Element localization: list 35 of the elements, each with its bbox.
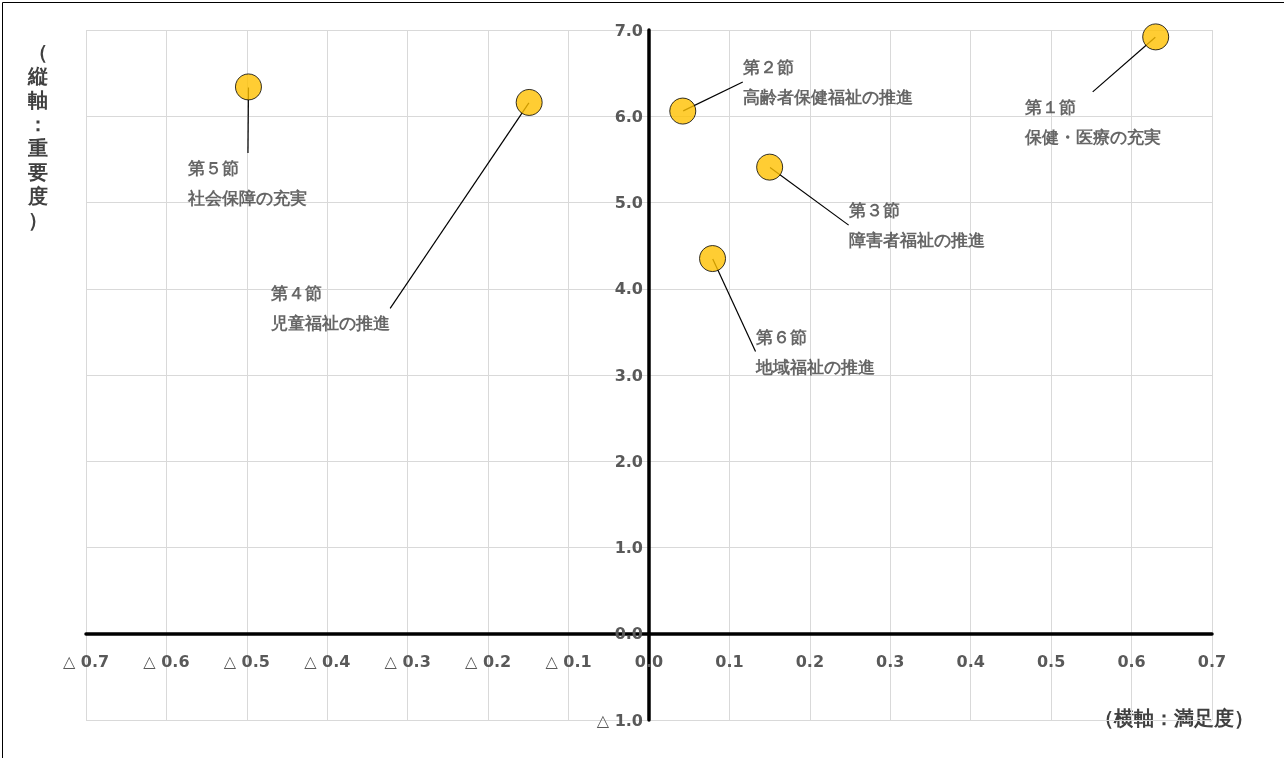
x-tick-label: 0.6 bbox=[1117, 652, 1146, 672]
annotation: 第１節保健・医療の充実 bbox=[1023, 96, 1161, 147]
x-tick-label: 0.7 bbox=[1197, 652, 1227, 672]
x-tick-label: △ 0.7 bbox=[62, 652, 110, 672]
y-tick-label: 3.0 bbox=[614, 365, 643, 385]
x-tick-label: △ 0.3 bbox=[384, 652, 431, 672]
x-tick-label: 0.1 bbox=[715, 652, 744, 672]
point bbox=[515, 88, 543, 116]
x-tick-label: 0.3 bbox=[876, 652, 905, 672]
point bbox=[756, 153, 784, 181]
x-tick-label: △ 0.2 bbox=[465, 652, 512, 672]
point bbox=[669, 97, 697, 125]
y-tick-label: 4.0 bbox=[614, 279, 643, 299]
y-tick-label: △ 1.0 bbox=[596, 710, 643, 730]
y-tick-label: 5.0 bbox=[614, 193, 643, 212]
x-tick-label: 0.4 bbox=[956, 652, 985, 672]
annotation: 第４節児童福祉の推進 bbox=[270, 283, 391, 334]
point bbox=[699, 245, 727, 273]
x-tick-label: △ 0.4 bbox=[304, 652, 351, 672]
point bbox=[234, 73, 262, 101]
y-tick-label: 2.0 bbox=[614, 451, 643, 471]
annotation: 第５節社会保障の充実 bbox=[187, 157, 308, 208]
annotation: 第３節障害者福祉の推進 bbox=[847, 200, 985, 251]
y-tick-label: 7.0 bbox=[614, 20, 643, 40]
x-tick-label: 0.2 bbox=[795, 652, 825, 672]
x-tick-label: △ 0.5 bbox=[223, 652, 270, 672]
y-axis-title: （縦軸：重要度） bbox=[27, 40, 48, 232]
annotation: 第２節高齢者保健福祉の推進 bbox=[741, 57, 913, 108]
y-tick-label: 6.0 bbox=[614, 106, 643, 126]
y-tick-label: 1.0 bbox=[614, 538, 643, 557]
x-tick-label: 0.5 bbox=[1036, 652, 1066, 672]
x-tick-label: △ 0.6 bbox=[143, 652, 190, 672]
x-tick-label: △ 0.1 bbox=[545, 652, 592, 672]
point bbox=[1142, 23, 1170, 51]
annotation: 第６節地域福祉の推進 bbox=[754, 326, 875, 377]
